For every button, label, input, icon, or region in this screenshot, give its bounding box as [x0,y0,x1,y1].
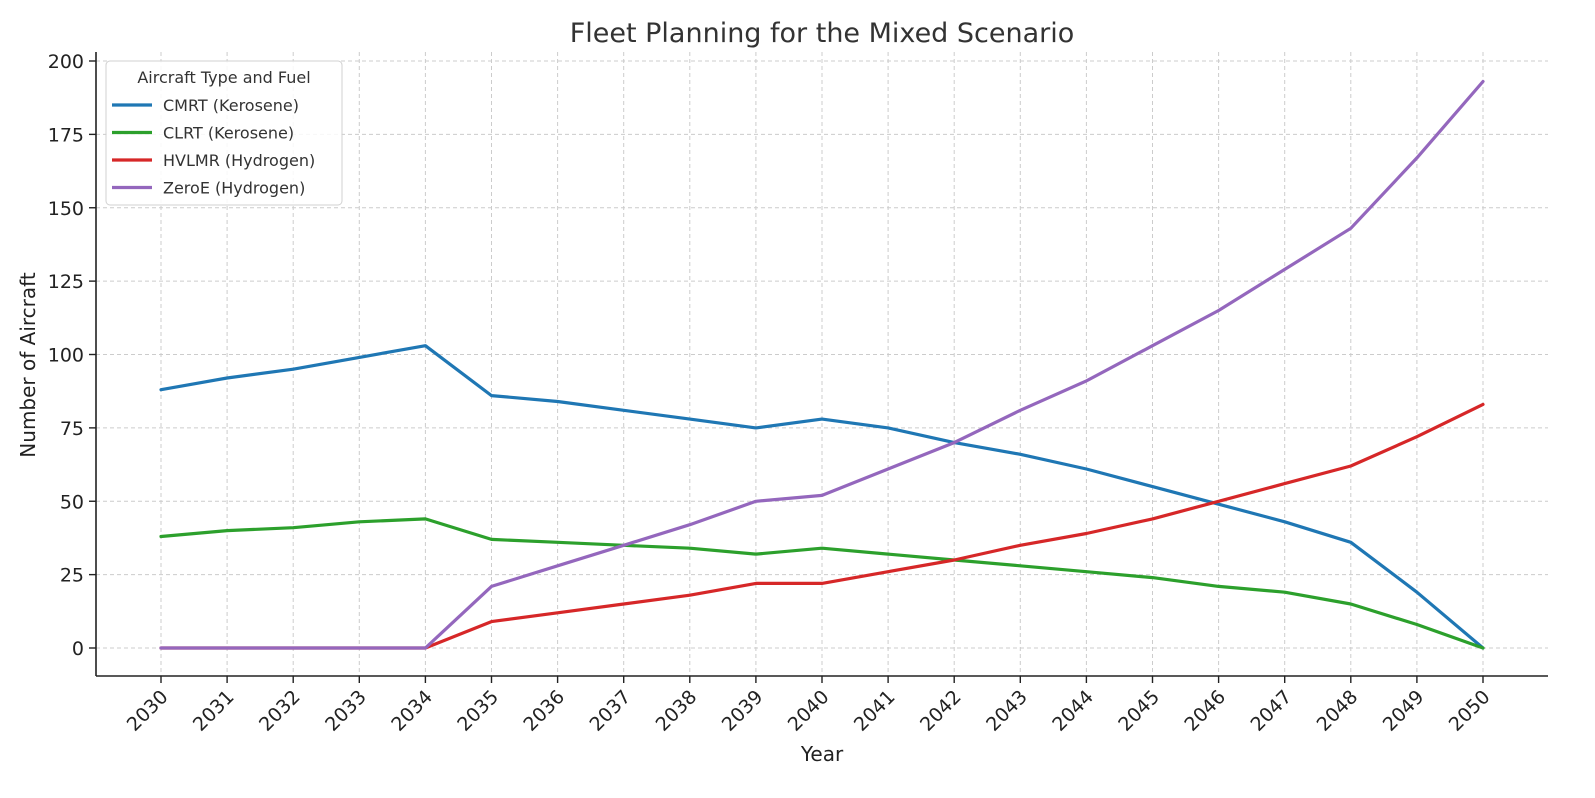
legend-label: CMRT (Kerosene) [163,96,299,115]
series-line-zeroe [159,79,1485,650]
legend: Aircraft Type and Fuel CMRT (Kerosene) CL… [105,60,343,206]
legend-box [105,60,343,206]
y-axis-label: Number of Aircraft [16,272,40,458]
y-tick-label: 50 [60,491,84,513]
y-tick-label: 125 [48,271,84,293]
legend-label: CLRT (Kerosene) [163,124,294,143]
y-axis-ticks: 0 25 50 75 100 125 150 175 200 [48,51,96,660]
series-line-cmrt [159,344,1485,650]
y-tick-label: 175 [48,124,84,146]
x-axis-label: Year [800,742,844,766]
y-tick-label: 150 [48,198,84,220]
series-lines [159,79,1485,650]
series-line-clrt [159,517,1485,650]
legend-items: CMRT (Kerosene) CLRT (Kerosene) HVLMR (Hyd… [112,96,315,198]
y-tick-label: 0 [72,638,84,660]
legend-label: HVLMR (Hydrogen) [163,151,315,170]
y-tick-label: 200 [48,51,84,73]
y-tick-label: 75 [60,418,84,440]
legend-label: ZeroE (Hydrogen) [163,179,305,198]
legend-title: Aircraft Type and Fuel [137,68,310,87]
chart-title: Fleet Planning for the Mixed Scenario [570,18,1075,49]
y-tick-label: 25 [60,565,84,587]
y-tick-label: 100 [48,345,84,367]
